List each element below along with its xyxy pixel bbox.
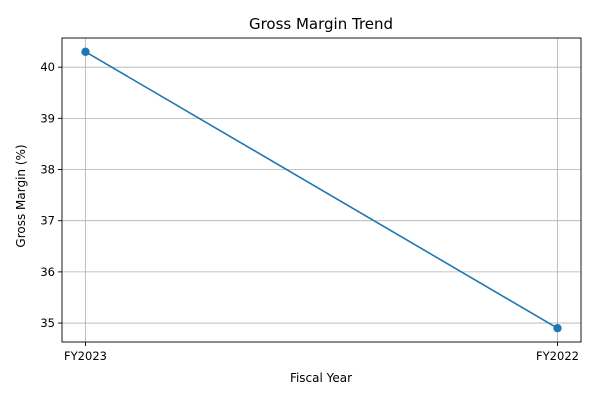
series-layer: [81, 47, 562, 333]
data-point-fy2023: [81, 47, 90, 57]
x-tick-label: FY2023: [64, 349, 107, 363]
data-point-fy2022: [553, 323, 562, 333]
y-tick-label: 35: [40, 316, 55, 330]
series-line: [85, 51, 558, 329]
axes: [58, 37, 582, 346]
y-tick-label: 37: [40, 214, 55, 228]
chart-title: Gross Margin Trend: [249, 15, 393, 33]
x-tick-label: FY2022: [536, 349, 579, 363]
plot-frame: [61, 37, 582, 343]
y-axis-label: Gross Margin (%): [14, 144, 28, 247]
x-axis-label: Fiscal Year: [290, 371, 352, 385]
y-tick-label: 36: [40, 265, 55, 279]
y-tick-label: 38: [40, 163, 55, 177]
y-tick-label: 39: [40, 111, 55, 125]
grid-lines: [62, 38, 581, 342]
y-tick-label: 40: [40, 60, 55, 74]
tick-labels: 35 36 37 38 39 40 FY2023 FY2022: [40, 60, 579, 363]
